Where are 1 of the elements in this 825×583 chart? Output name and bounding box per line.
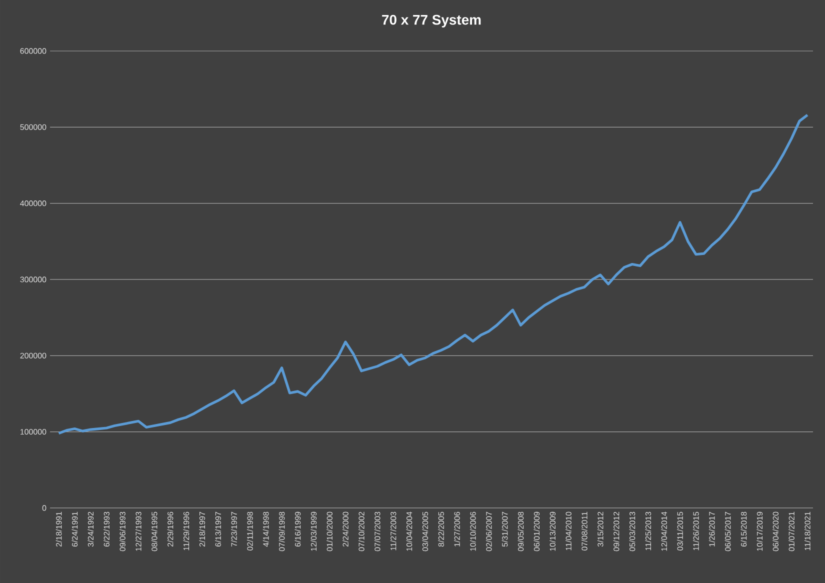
- chart-title: 70 x 77 System: [382, 14, 481, 28]
